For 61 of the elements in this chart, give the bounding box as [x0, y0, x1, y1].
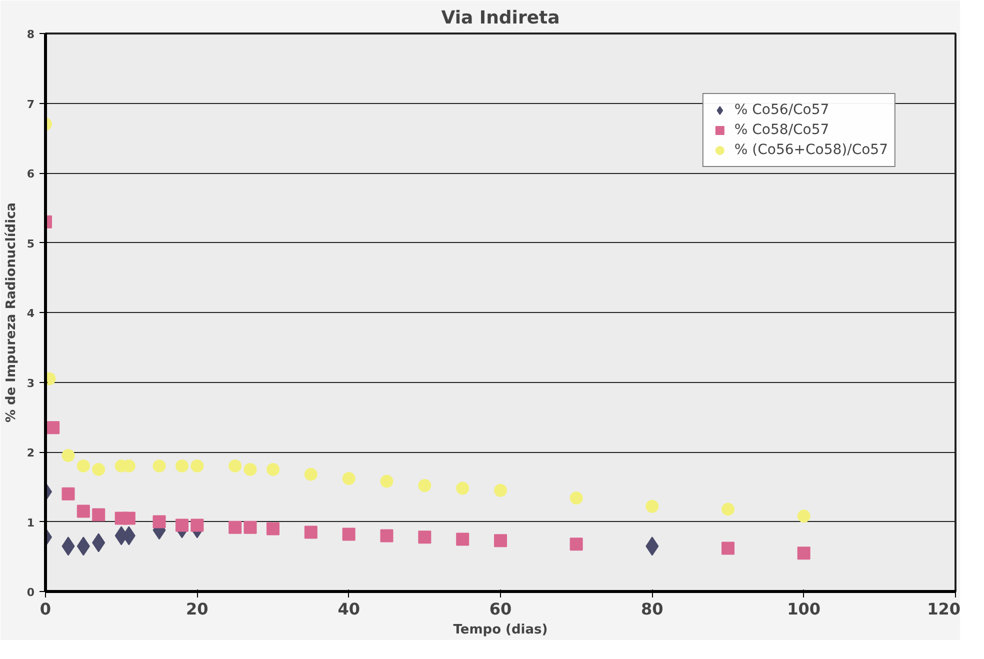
x-tick-label: 120 — [927, 600, 961, 618]
point — [62, 487, 75, 500]
point — [190, 459, 204, 472]
y-axis-title: % de Impureza Radionuclídica — [4, 202, 19, 423]
x-tick-label: 100 — [787, 600, 821, 618]
y-tick-label: 2 — [26, 446, 34, 460]
legend-label: % (Co56+Co58)/Co57 — [734, 142, 888, 158]
x-tick-label: 60 — [489, 600, 512, 618]
point — [722, 542, 734, 555]
y-tick-label: 6 — [26, 168, 35, 180]
point — [304, 468, 318, 481]
y-tick-label: 4 — [26, 307, 35, 320]
point — [570, 538, 583, 551]
y-tick-label: 0 — [26, 586, 35, 599]
point — [456, 482, 470, 495]
point — [342, 472, 356, 485]
point — [190, 518, 204, 532]
point — [228, 459, 242, 472]
point — [92, 462, 106, 476]
point — [152, 515, 166, 528]
point — [76, 459, 90, 472]
point — [494, 534, 507, 548]
x-tick-label: 20 — [186, 600, 208, 618]
point — [380, 529, 394, 542]
y-tick-label: 3 — [26, 376, 34, 390]
x-tick-label: 0 — [40, 600, 52, 618]
point — [244, 520, 257, 534]
point — [62, 449, 75, 462]
point — [494, 484, 507, 497]
point — [266, 462, 280, 476]
point — [76, 504, 90, 518]
y-tick-label: 1 — [26, 516, 34, 530]
point — [722, 502, 734, 516]
point — [46, 421, 60, 434]
point — [92, 508, 106, 522]
point — [380, 474, 394, 488]
point — [244, 462, 257, 476]
x-tick-label: 40 — [338, 600, 360, 618]
x-axis-title: Tempo (dias) — [453, 622, 548, 638]
point — [570, 492, 583, 505]
legend-label: % Co56/Co57 — [734, 102, 830, 118]
point — [152, 459, 166, 472]
legend-label: % Co58/Co57 — [734, 122, 830, 138]
point — [342, 528, 356, 541]
point — [122, 512, 136, 525]
point — [418, 530, 432, 544]
y-tick-label: 5 — [26, 237, 34, 250]
y-tick-label: 7 — [26, 98, 34, 111]
point — [266, 522, 280, 536]
chart-title: Via Indireta — [441, 8, 560, 28]
point — [797, 510, 810, 523]
point — [228, 520, 242, 534]
point — [646, 500, 659, 513]
point — [456, 532, 470, 546]
point — [797, 546, 810, 560]
y-tick-label: 8 — [26, 28, 34, 41]
x-tick-label: 80 — [641, 600, 664, 618]
point — [176, 459, 188, 472]
point — [176, 518, 188, 532]
point — [418, 478, 432, 492]
point — [304, 526, 318, 539]
